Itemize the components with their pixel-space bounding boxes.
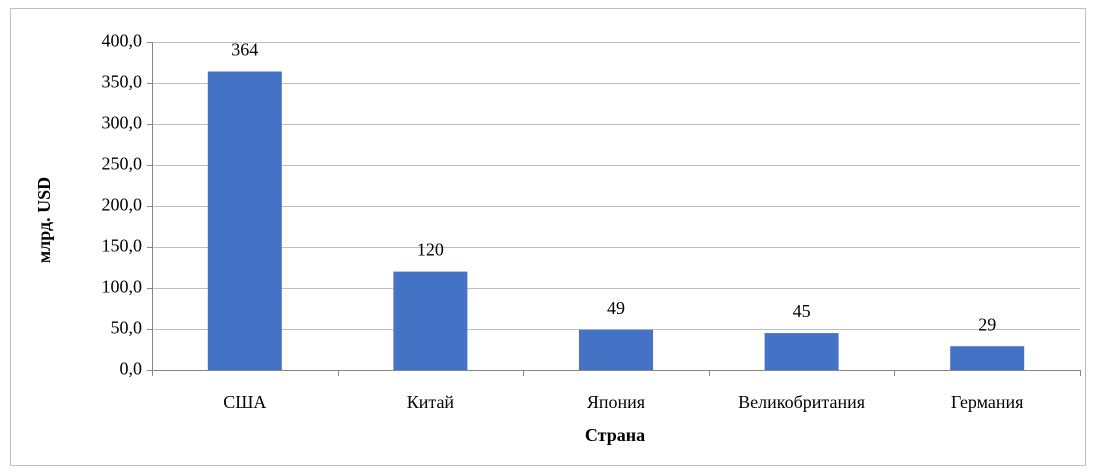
y-tick-label: 50,0	[111, 318, 143, 338]
data-label: 45	[793, 301, 811, 321]
data-label: 364	[231, 40, 258, 60]
data-label: 29	[978, 314, 996, 334]
chart-border	[10, 8, 1086, 466]
y-tick-label: 100,0	[102, 277, 143, 297]
bar	[950, 346, 1025, 370]
bar	[764, 333, 839, 370]
y-tick-label: 250,0	[102, 154, 143, 174]
y-tick-label: 200,0	[102, 195, 143, 215]
y-tick-label: 300,0	[102, 113, 143, 133]
x-tick-label: США	[223, 392, 266, 412]
data-label: 120	[417, 240, 444, 260]
y-tick-label: 150,0	[102, 236, 143, 256]
bar	[393, 271, 468, 370]
x-tick-label: Япония	[587, 392, 645, 412]
y-tick-label: 0,0	[120, 359, 143, 379]
x-tick-label: Великобритания	[738, 392, 865, 412]
bar	[579, 329, 653, 370]
x-tick-label: Китай	[407, 392, 455, 412]
y-axis-title: млрд. USD	[34, 177, 54, 263]
x-tick-label: Германия	[951, 392, 1024, 412]
y-tick-label: 350,0	[102, 72, 143, 92]
data-label: 49	[607, 298, 625, 318]
y-tick-label: 400,0	[102, 31, 143, 51]
bar	[207, 71, 282, 371]
x-axis-title: Страна	[585, 425, 645, 445]
